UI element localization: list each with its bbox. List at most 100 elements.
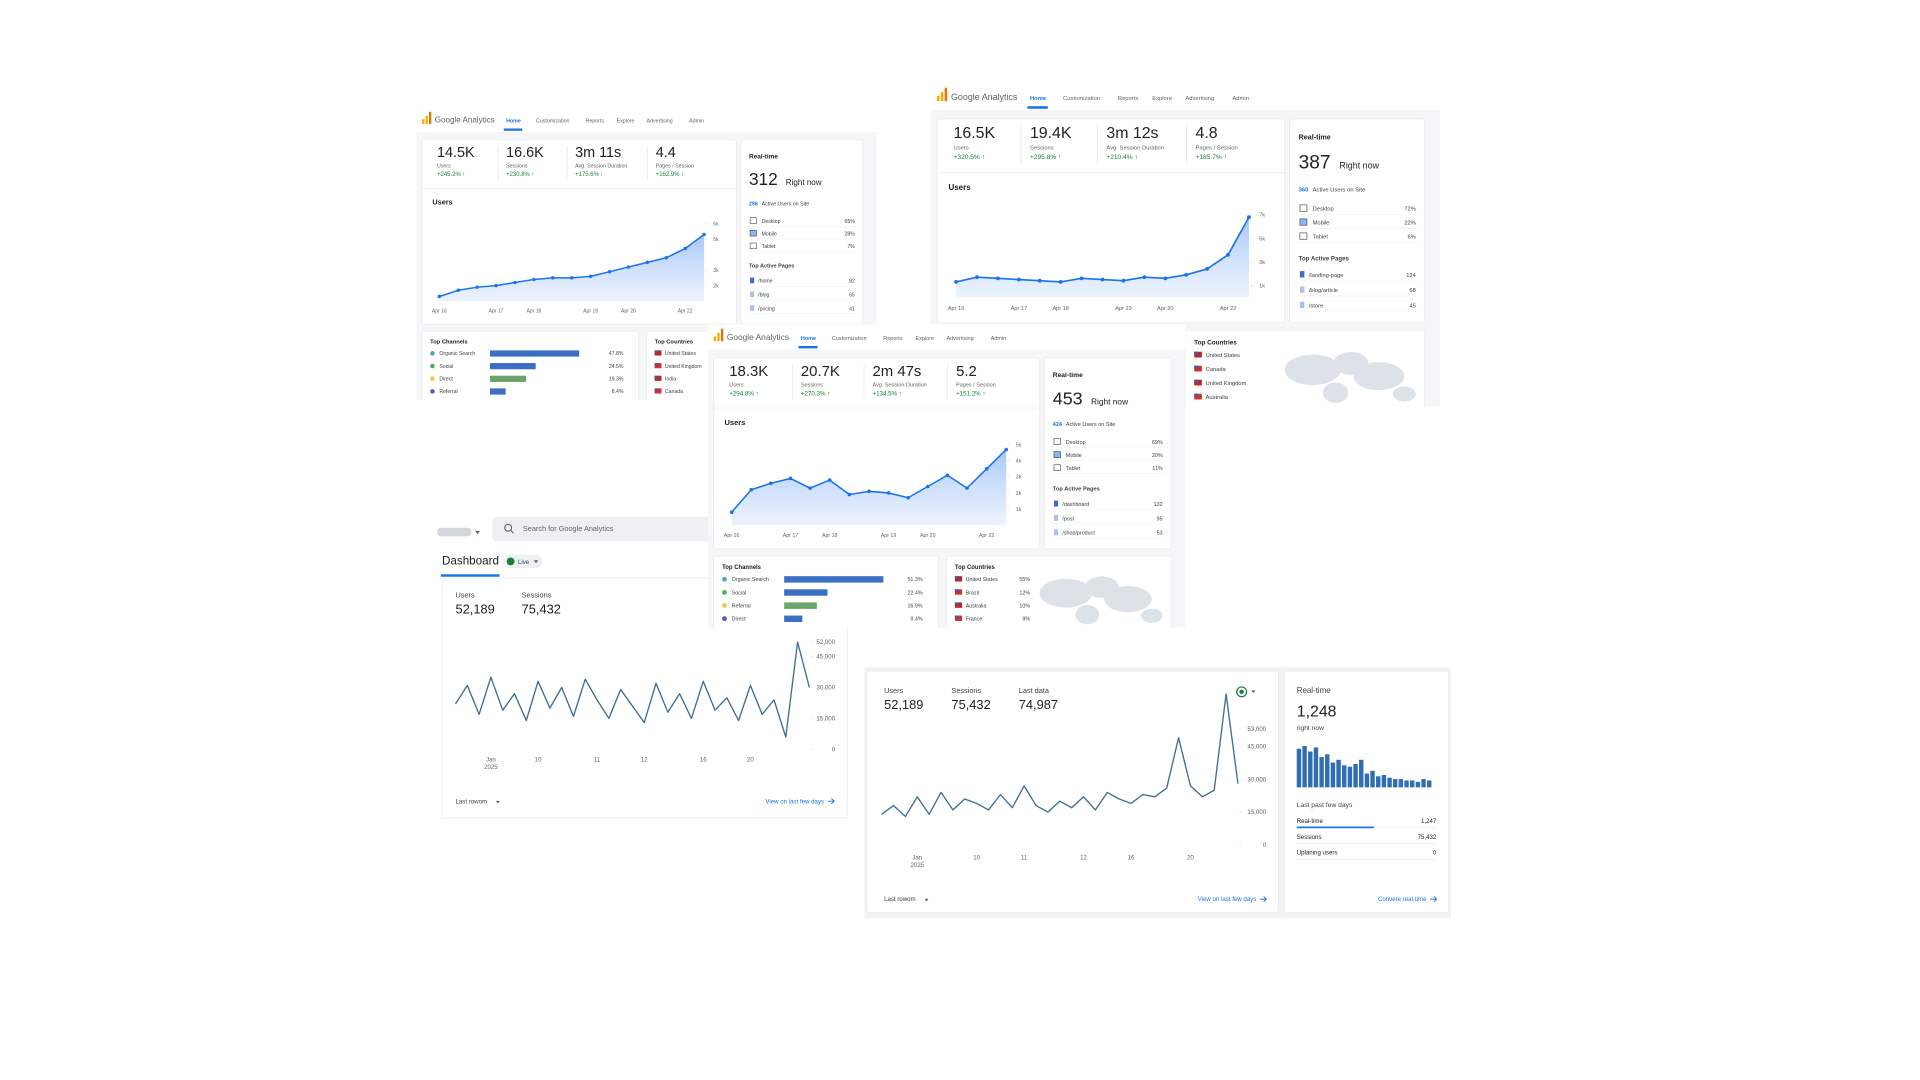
realtime-value: 387: [1299, 153, 1331, 174]
nav-item[interactable]: Reports: [586, 119, 605, 125]
device-name: Desktop: [1066, 440, 1086, 446]
footer-select[interactable]: Last rowom: [456, 798, 488, 805]
point: [1226, 252, 1230, 257]
dropdown-caret: [533, 560, 539, 564]
point: [532, 277, 536, 282]
logo-bar: [936, 96, 940, 102]
nav-item[interactable]: Customization: [1063, 96, 1100, 102]
search-box[interactable]: [492, 516, 713, 542]
flag-canton: [654, 375, 659, 379]
kpi-label: Users: [954, 145, 969, 151]
realtime-title: Real-time: [1053, 372, 1083, 379]
x-tick-label: Apr 19: [583, 309, 598, 315]
point: [456, 288, 460, 293]
kpi-value: 3m 12s: [1106, 125, 1158, 142]
kpi-label: Users: [437, 164, 451, 170]
bar: [784, 589, 828, 596]
page-icon: [1053, 514, 1059, 521]
channel-name: Social: [732, 590, 747, 596]
nav-item[interactable]: Customization: [832, 336, 867, 342]
realtime-link[interactable]: Convere real-time: [1378, 896, 1427, 903]
page-count: 132: [1154, 502, 1163, 508]
flag-canton: [1194, 393, 1199, 397]
device-share: 22%: [1404, 221, 1415, 227]
footer-select[interactable]: Last rowom: [884, 896, 916, 903]
page-icon: [1299, 271, 1305, 278]
point: [886, 491, 891, 495]
country-name: United States: [966, 577, 998, 583]
page-icon: [750, 277, 755, 284]
nav-item[interactable]: Reports: [1118, 96, 1139, 102]
x-tick-label: Apr 19: [1115, 306, 1131, 312]
dropdown-caret: [475, 530, 480, 535]
x-tick-label: Apr 20: [920, 533, 936, 539]
nav-item[interactable]: Admin: [689, 119, 704, 125]
channel-dot: [430, 389, 435, 394]
nav-underline: [798, 345, 818, 349]
nav-item[interactable]: Explore: [1152, 96, 1172, 102]
flag-canton: [1194, 351, 1199, 355]
nav-item[interactable]: Explore: [617, 119, 635, 125]
card: [1284, 670, 1449, 913]
nav-item[interactable]: Reports: [883, 336, 902, 342]
point: [1163, 276, 1168, 281]
nav-item[interactable]: Explore: [915, 336, 934, 342]
active-users-count: 360: [1299, 188, 1310, 194]
card: [1044, 357, 1172, 550]
point: [1205, 267, 1210, 271]
row-name: Sessions: [1297, 834, 1322, 841]
point: [664, 256, 668, 260]
footer-link[interactable]: View on last few days: [1198, 896, 1257, 903]
search-icon: [504, 523, 513, 532]
realtime-caption: Right now: [1339, 161, 1379, 171]
realtime-bar: [1325, 754, 1330, 788]
nav-item[interactable]: Advertising: [947, 336, 974, 342]
x-tick-label: Apr 16: [948, 306, 964, 312]
kpi-value: 16.5K: [954, 125, 996, 142]
realtime-bar: [1387, 777, 1392, 788]
country-share: 10%: [1019, 603, 1030, 609]
point: [847, 492, 852, 497]
device-share: 11%: [1152, 466, 1163, 472]
realtime-bar: [1370, 770, 1375, 788]
point: [1079, 276, 1084, 281]
x-tick-label: 12: [641, 757, 648, 764]
device-icon: [1299, 204, 1308, 212]
nav-item[interactable]: Home: [801, 336, 816, 342]
kpi-change: +210.4% ↑: [1106, 154, 1137, 161]
country-share: 12%: [1019, 590, 1030, 596]
card: [441, 577, 848, 819]
kpi-change: +270.3% ↑: [801, 391, 830, 398]
search-placeholder[interactable]: Search for Google Analytics: [523, 524, 614, 533]
nav-item[interactable]: Admin: [991, 336, 1007, 342]
y-tick-label: 15,000: [816, 716, 835, 723]
y-tick-label: 5k: [713, 237, 719, 243]
kpi-change: +151.2% ↑: [956, 391, 985, 398]
kpi-value: 5.2: [956, 363, 977, 380]
nav-item[interactable]: Admin: [1232, 96, 1249, 102]
kpi-value: 75,432: [951, 697, 990, 712]
countries-title: Top Countries: [655, 340, 694, 346]
y-tick-label: 3k: [1259, 260, 1265, 266]
nav-item[interactable]: Home: [1030, 96, 1047, 102]
status-icon: [1239, 689, 1244, 695]
nav-item[interactable]: Advertising: [647, 119, 673, 125]
flag: [654, 363, 662, 369]
kpi-label: Avg. Session Duration: [873, 383, 927, 389]
country-name: United Kingdom: [665, 364, 702, 370]
kpi-value: 14.5K: [437, 145, 475, 161]
page-count: 68: [1409, 288, 1415, 294]
active-users-text: Active Users on Site: [1313, 188, 1366, 194]
x-tick-label: 11: [1021, 855, 1028, 862]
y-tick-label: 45,000: [1247, 744, 1266, 751]
map-shape: [1322, 382, 1349, 403]
page-path: /post: [1062, 516, 1074, 522]
nav-item[interactable]: Advertising: [1185, 96, 1214, 102]
page-title: Dashboard: [442, 554, 499, 567]
footer-link[interactable]: View on last few days: [765, 798, 824, 805]
nav-item[interactable]: Customization: [536, 119, 570, 125]
nav-item[interactable]: Home: [506, 119, 521, 125]
area: [731, 449, 1007, 526]
